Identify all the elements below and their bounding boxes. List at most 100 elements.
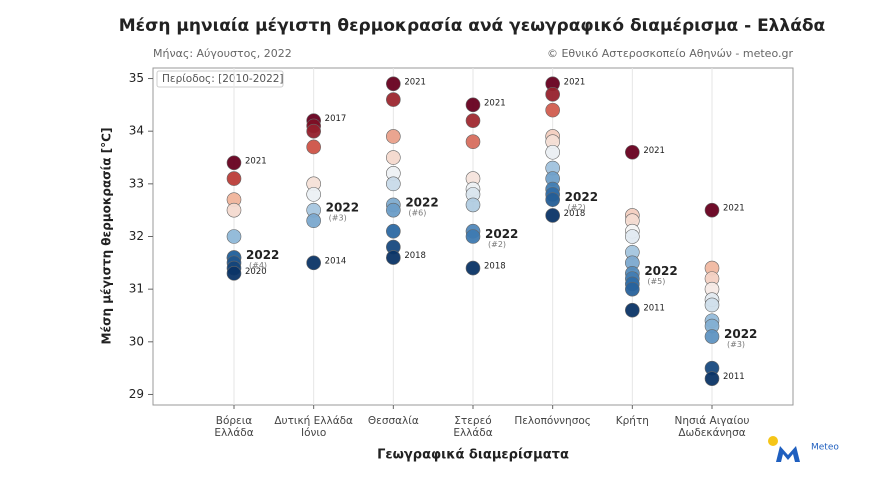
point — [545, 208, 560, 223]
point — [625, 302, 640, 318]
year-label: 2011 — [723, 372, 745, 382]
x-tick-line: Θεσσαλία — [368, 415, 419, 427]
year-label: 2021 — [643, 146, 665, 156]
point — [306, 123, 321, 139]
point — [465, 229, 481, 244]
year-label: 2021 — [245, 156, 267, 166]
point — [306, 187, 321, 202]
year-label: 2020 — [245, 267, 267, 277]
y-tick-label: 29 — [129, 387, 144, 401]
point — [226, 171, 242, 186]
highlight-rank: (#2) — [568, 203, 586, 212]
x-tick-label: Θεσσαλία — [368, 415, 419, 427]
y-axis-label: Μέση μέγιστη θερμοκρασία [°C] — [100, 128, 114, 345]
subtitle: Μήνας: Αύγουστος, 2022 — [153, 47, 292, 60]
point — [545, 192, 560, 207]
year-label: 2021 — [564, 77, 586, 87]
y-tick-label: 34 — [129, 124, 144, 138]
highlight-label: 2022 — [644, 264, 677, 278]
x-tick-label: Στερεό Ελλάδα — [453, 415, 492, 439]
logo-sun — [768, 436, 778, 446]
highlight-label: 2022 — [565, 190, 598, 204]
x-tick-line: Ελλάδα — [214, 427, 253, 439]
point — [386, 150, 401, 165]
point — [386, 223, 401, 239]
point — [465, 260, 481, 276]
y-tick-label: 32 — [129, 229, 144, 243]
point — [545, 144, 560, 160]
year-label: 2014 — [325, 256, 347, 266]
x-tick-line: Κρήτη — [616, 415, 649, 427]
point — [545, 102, 560, 118]
x-tick-line: Δωδεκάνησα — [678, 427, 745, 439]
point — [306, 139, 321, 155]
year-label: 2021 — [404, 77, 426, 87]
logo-mark — [776, 446, 800, 462]
x-axis-label: Γεωγραφικά διαμερίσματα — [377, 448, 569, 463]
x-tick-line: Βόρεια — [216, 415, 253, 427]
year-label: 2018 — [564, 209, 586, 219]
point — [625, 281, 640, 297]
period-box — [156, 70, 284, 88]
highlight-rank: (#3) — [329, 214, 347, 223]
point — [465, 113, 481, 128]
point — [306, 213, 321, 229]
point — [465, 97, 481, 113]
y-tick-label: 31 — [129, 282, 144, 296]
y-tick-label: 35 — [129, 71, 144, 85]
logo-text: Meteo — [811, 443, 839, 453]
year-label: 2018 — [484, 262, 506, 272]
point — [625, 229, 640, 244]
chart-title: Μέση μηνιαία μέγιστη θερμοκρασία ανά γεω… — [119, 16, 825, 36]
point — [226, 229, 242, 244]
x-tick-line: Ελλάδα — [453, 427, 492, 439]
y-tick-label: 30 — [129, 334, 144, 348]
point — [386, 202, 401, 218]
x-tick-label: Βόρεια Ελλάδα — [214, 415, 253, 439]
point — [226, 266, 242, 281]
point — [386, 76, 401, 92]
point — [386, 92, 401, 107]
highlight-label: 2022 — [246, 248, 279, 262]
point — [545, 87, 560, 102]
point — [704, 329, 720, 344]
period: Περίοδος: [2010-2022] — [162, 73, 284, 85]
year-label: 2021 — [723, 204, 745, 214]
x-tick-label: Κρήτη — [616, 415, 649, 427]
point — [386, 250, 401, 265]
highlight-label: 2022 — [326, 201, 359, 215]
y-tick-label: 33 — [129, 176, 144, 190]
point — [386, 176, 401, 192]
highlight-rank: (#6) — [408, 208, 426, 217]
point — [704, 371, 720, 386]
point — [465, 134, 481, 150]
highlight-rank: (#5) — [647, 277, 665, 286]
x-tick-line: Ιόνιο — [301, 427, 326, 439]
point — [625, 144, 640, 160]
point — [704, 297, 720, 313]
year-label: 2021 — [484, 98, 506, 108]
point — [226, 155, 242, 171]
highlight-label: 2022 — [724, 327, 757, 341]
x-tick-label: Πελοπόννησος — [514, 415, 591, 427]
highlight-rank: (#2) — [488, 240, 506, 249]
x-tick-label: Νησιά Αιγαίου Δωδεκάνησα — [675, 415, 750, 439]
highlight-label: 2022 — [405, 195, 438, 209]
point — [386, 129, 401, 144]
highlight-rank: (#4) — [249, 261, 267, 270]
point — [465, 197, 481, 213]
point — [226, 202, 242, 218]
point — [704, 202, 720, 218]
point — [306, 255, 321, 271]
year-label: 2011 — [643, 304, 665, 314]
year-label: 2017 — [325, 114, 347, 124]
year-label: 2018 — [404, 251, 426, 261]
x-tick-line: Πελοπόννησος — [514, 415, 591, 427]
x-tick-line: Στερεό — [454, 415, 491, 427]
x-tick-label: Δυτική Ελλάδα Ιόνιο — [274, 415, 353, 439]
source: © Εθνικό Αστεροσκοπείο Αθηνών - meteo.gr — [547, 47, 794, 60]
x-tick-line: Νησιά Αιγαίου — [675, 415, 750, 427]
highlight-rank: (#3) — [727, 340, 745, 349]
x-tick-line: Δυτική Ελλάδα — [274, 415, 353, 427]
